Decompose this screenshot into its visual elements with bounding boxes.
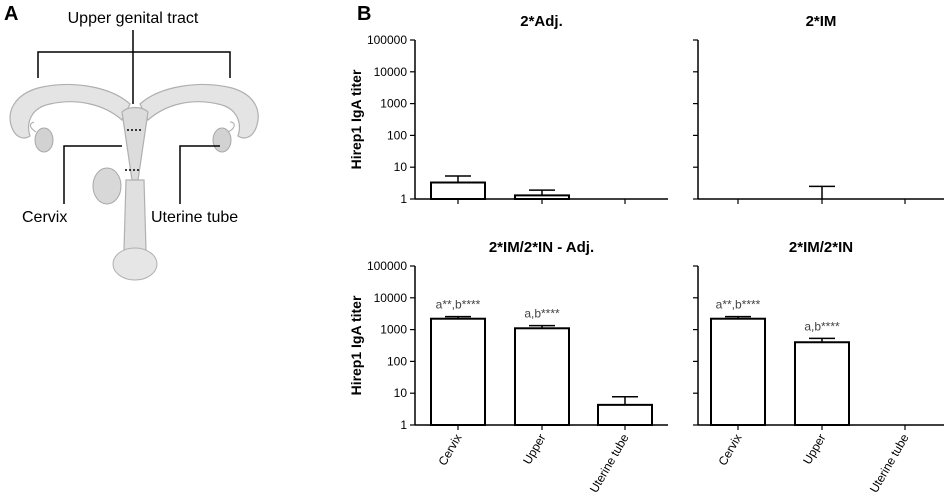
significance-label: a,b**** xyxy=(804,319,840,333)
chart-title: 2*IM/2*IN - Adj. xyxy=(489,239,594,256)
panel-a-letter: A xyxy=(4,3,18,25)
uterine-tube-label: Uterine tube xyxy=(151,209,238,226)
significance-label: a**,b**** xyxy=(436,298,481,312)
chart-panel: 2*IM/2*IN a**,b**** Cervix a,b**** Upper Uter… xyxy=(693,239,944,495)
bar xyxy=(430,181,486,201)
panel-a: A Upper genit xyxy=(4,3,259,281)
panel-b-charts: 2*Adj. 1 10 100 1000 10000 100000 Hirep1 IgA ti… xyxy=(348,13,944,495)
category-label: Cervix xyxy=(435,432,464,468)
y-tick-label: 100000 xyxy=(367,33,407,47)
significance-label: a,b**** xyxy=(524,307,560,321)
upper-genital-tract-label: Upper genital tract xyxy=(68,10,199,27)
significance-label: a**,b**** xyxy=(716,298,761,312)
y-tick-label: 100000 xyxy=(367,259,407,273)
category-label: Upper xyxy=(800,432,828,467)
cervix-label: Cervix xyxy=(22,209,67,226)
chart-panel: 2*Adj. 1 10 100 1000 10000 100000 Hirep1 IgA ti… xyxy=(348,13,668,206)
y-tick-label: 10000 xyxy=(374,291,408,305)
panel-b: B 2*Adj. 1 10 100 1000 10000 100000 Hirep1 IgA … xyxy=(348,3,944,495)
y-axis-title: Hirep1 IgA titer xyxy=(348,69,364,169)
bar xyxy=(597,403,653,427)
uterine-tube-bracket xyxy=(179,145,220,204)
y-tick-label: 100 xyxy=(387,354,407,368)
cervix-bracket xyxy=(63,145,122,204)
y-tick-label: 10 xyxy=(394,160,408,174)
category-label: Uterine tube xyxy=(867,431,912,495)
chart-panel: 2*IM xyxy=(693,13,944,204)
reproductive-tract-image xyxy=(9,83,259,281)
category-label: Cervix xyxy=(715,432,744,468)
category-label: Uterine tube xyxy=(587,431,632,495)
y-tick-label: 1000 xyxy=(380,97,407,111)
upper-genital-tract-bracket xyxy=(37,30,231,104)
y-tick-label: 10 xyxy=(394,386,408,400)
bar xyxy=(710,317,766,427)
bar xyxy=(514,327,570,427)
bar xyxy=(794,341,850,426)
bar xyxy=(514,194,570,201)
y-tick-label: 1000 xyxy=(380,323,407,337)
y-tick-label: 1 xyxy=(400,418,407,432)
y-tick-label: 100 xyxy=(387,128,407,142)
chart-panel: 2*IM/2*IN - Adj. 1 10 100 1000 10000 100000 Hir… xyxy=(348,239,668,495)
panel-b-letter: B xyxy=(357,3,371,25)
chart-title: 2*Adj. xyxy=(520,13,563,30)
bar xyxy=(430,317,486,427)
y-tick-label: 10000 xyxy=(374,65,408,79)
chart-title: 2*IM/2*IN xyxy=(789,239,853,256)
y-axis-title: Hirep1 IgA titer xyxy=(348,295,364,395)
y-tick-label: 1 xyxy=(400,192,407,206)
category-label: Upper xyxy=(520,432,548,467)
chart-title: 2*IM xyxy=(806,13,837,30)
